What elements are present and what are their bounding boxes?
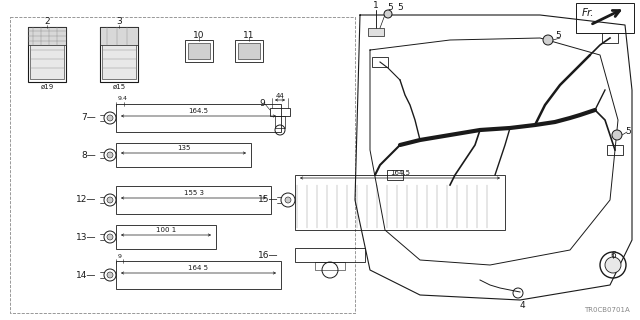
Bar: [270, 108, 290, 116]
Bar: [100, 27, 138, 82]
Bar: [188, 43, 210, 59]
Bar: [100, 27, 138, 45]
Bar: [30, 45, 64, 79]
Text: 5: 5: [555, 30, 561, 39]
Bar: [387, 170, 403, 180]
Text: 2: 2: [44, 18, 50, 27]
Bar: [185, 40, 213, 62]
Circle shape: [107, 272, 113, 278]
Text: 164.5: 164.5: [189, 108, 209, 114]
Text: Fr.: Fr.: [582, 8, 595, 18]
Text: 10: 10: [193, 30, 205, 39]
Bar: [607, 145, 623, 155]
Text: 5: 5: [397, 4, 403, 12]
Text: 4: 4: [519, 300, 525, 309]
Circle shape: [384, 10, 392, 18]
Text: 100 1: 100 1: [156, 227, 176, 233]
Text: ø19: ø19: [40, 84, 54, 90]
Text: TR0CB0701A: TR0CB0701A: [584, 307, 630, 313]
Bar: [238, 43, 260, 59]
Circle shape: [612, 130, 622, 140]
Text: 6: 6: [610, 251, 616, 260]
Bar: [368, 28, 384, 36]
Circle shape: [605, 257, 621, 273]
Bar: [10, 17, 355, 313]
Bar: [116, 225, 216, 249]
Circle shape: [107, 234, 113, 240]
Bar: [315, 262, 345, 270]
Text: 12—: 12—: [76, 196, 96, 204]
Bar: [102, 45, 136, 79]
Text: 5: 5: [387, 4, 393, 12]
Text: 15—: 15—: [257, 196, 278, 204]
Circle shape: [107, 115, 113, 121]
Circle shape: [107, 152, 113, 158]
Text: 5: 5: [625, 127, 631, 137]
Bar: [602, 33, 618, 43]
Circle shape: [107, 197, 113, 203]
Text: 3: 3: [116, 18, 122, 27]
Bar: [235, 40, 263, 62]
Text: 11: 11: [243, 30, 255, 39]
Text: 164 5: 164 5: [189, 265, 209, 271]
Text: ø15: ø15: [113, 84, 125, 90]
Bar: [295, 175, 505, 230]
Text: 9: 9: [118, 253, 122, 259]
Circle shape: [543, 35, 553, 45]
Bar: [372, 57, 388, 67]
Bar: [275, 116, 285, 128]
Text: 1: 1: [373, 1, 379, 10]
Text: 9.4: 9.4: [118, 97, 128, 101]
Bar: [576, 3, 634, 33]
Text: 16—: 16—: [257, 251, 278, 260]
Circle shape: [285, 197, 291, 203]
Text: 7—: 7—: [81, 114, 96, 123]
Bar: [116, 186, 271, 214]
Text: 44: 44: [276, 93, 284, 99]
Text: 9: 9: [259, 100, 265, 108]
Text: 13—: 13—: [76, 233, 96, 242]
Text: 8—: 8—: [81, 150, 96, 159]
Bar: [28, 27, 66, 45]
Text: 135: 135: [177, 145, 190, 151]
Text: 155 3: 155 3: [184, 190, 204, 196]
Text: 14—: 14—: [76, 270, 96, 279]
Text: 164.5: 164.5: [390, 170, 410, 176]
Bar: [116, 261, 281, 289]
Bar: [28, 27, 66, 82]
Bar: [295, 248, 365, 262]
Bar: [116, 143, 251, 167]
Bar: [116, 104, 281, 132]
